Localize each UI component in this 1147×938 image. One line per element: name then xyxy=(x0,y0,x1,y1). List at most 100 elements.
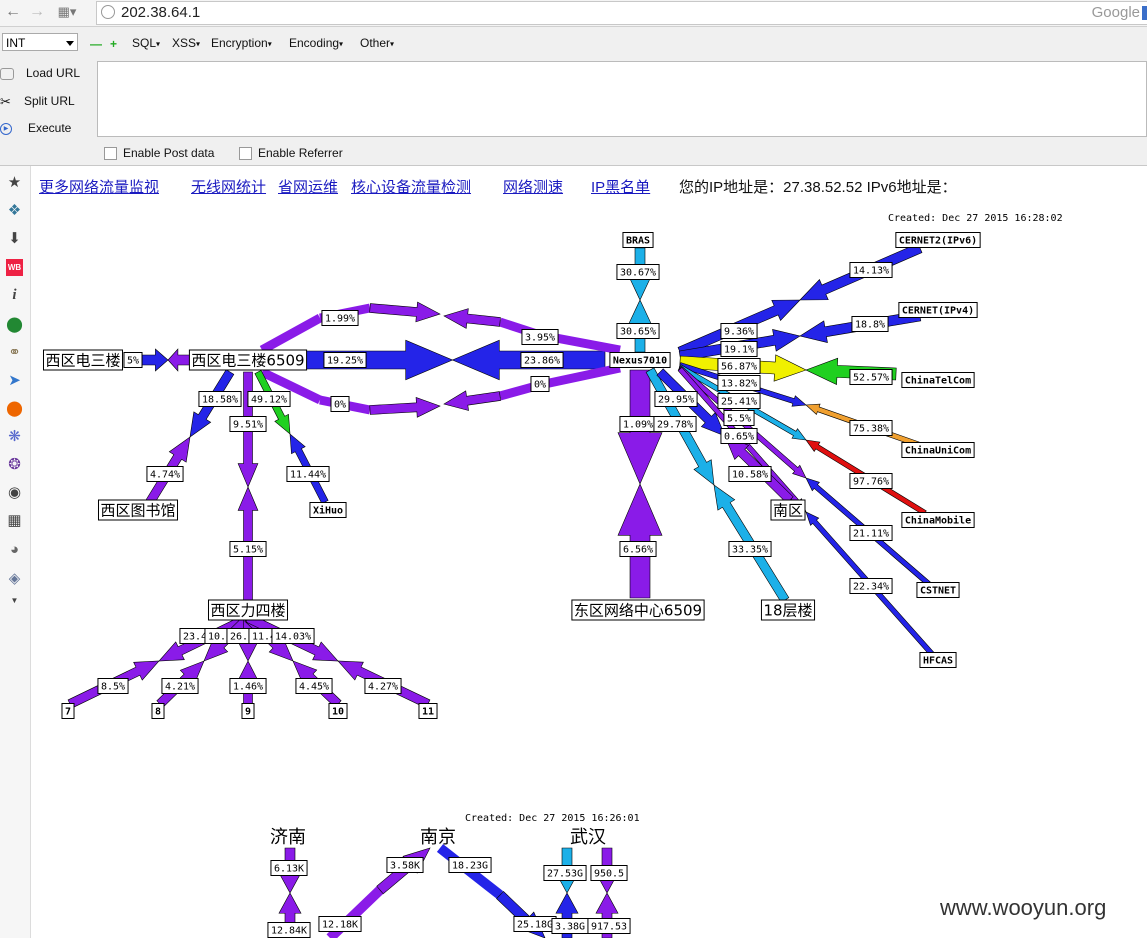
flow-label-text: 6.13K xyxy=(274,864,304,875)
node-17[interactable]: 7 xyxy=(61,703,75,719)
traffic-links xyxy=(67,243,935,938)
label-frame xyxy=(849,473,893,489)
menu-encoding[interactable]: Encoding▾ xyxy=(289,36,344,50)
label-frame xyxy=(520,352,564,368)
tag-icon[interactable]: ◈ xyxy=(8,570,21,587)
node-20-text: 10 xyxy=(332,707,344,718)
palette-icon[interactable]: ◉ xyxy=(7,484,22,501)
flow-label-text: 4.21% xyxy=(165,682,195,693)
node-19[interactable]: 9 xyxy=(241,703,255,719)
load-url-button[interactable]: Load URL xyxy=(0,63,80,83)
shield-icon[interactable]: ⬤ xyxy=(6,316,23,333)
flow-label-text: 3.95% xyxy=(525,333,555,344)
info-icon[interactable]: i xyxy=(12,287,17,303)
link-traffic-monitor[interactable]: 更多网络流量监视 xyxy=(39,179,160,196)
flow-label-text: 4.45% xyxy=(299,682,329,693)
menu-sql[interactable]: SQL▾ xyxy=(132,36,161,50)
node-2-text: Nexus7010 xyxy=(613,356,667,367)
node-11[interactable]: 西区图书馆 xyxy=(97,499,179,521)
link-core-devices[interactable]: 核心设备流量检测 xyxy=(351,179,472,196)
flow-label-text: 6.56% xyxy=(623,545,653,556)
url-text[interactable]: 202.38.64.1 xyxy=(121,4,201,21)
label-frame xyxy=(386,857,424,873)
url-textarea[interactable] xyxy=(97,61,1147,137)
cursor-icon[interactable]: ➤ xyxy=(8,372,21,389)
flow-label-text: 33.35% xyxy=(732,545,768,556)
execute-button[interactable]: ▶ Execute xyxy=(0,118,71,138)
int-select[interactable]: INT xyxy=(2,33,78,51)
plus-icon[interactable]: + xyxy=(110,37,118,51)
label-frame xyxy=(720,323,758,339)
node-9[interactable]: CSTNET xyxy=(916,582,960,598)
checkbox[interactable] xyxy=(239,147,252,161)
load-url-icon xyxy=(0,67,14,80)
node-7[interactable]: ChinaUniCom xyxy=(901,442,975,458)
flow-label: 3.58K xyxy=(386,857,424,873)
node-14[interactable]: 东区网络中心6509 xyxy=(571,599,705,621)
post-data-label: Enable Post data xyxy=(123,146,215,160)
glasses-icon[interactable]: ⚭ xyxy=(8,344,21,361)
chevron-down-icon[interactable]: ▼ xyxy=(10,596,19,605)
address-bar[interactable]: 202.38.64.1 Google xyxy=(96,1,1147,25)
node-15[interactable]: 18层楼 xyxy=(760,599,816,621)
search-engine-icon[interactable] xyxy=(1142,6,1147,20)
label-frame xyxy=(418,703,438,719)
firefox-icon[interactable]: ⬤ xyxy=(6,400,23,417)
gear-icon[interactable]: ❂ xyxy=(8,456,21,473)
node-4[interactable]: CERNET2(IPv6) xyxy=(895,232,981,248)
node-21[interactable]: 11 xyxy=(418,703,438,719)
download-icon[interactable]: ⬇ xyxy=(8,230,21,247)
flow-label-text: 4.27% xyxy=(368,682,398,693)
minus-icon[interactable]: — xyxy=(90,37,102,51)
checkbox[interactable] xyxy=(104,147,117,161)
node-20[interactable]: 10 xyxy=(328,703,348,719)
node-10[interactable]: HFCAS xyxy=(919,652,957,668)
link-west3-in xyxy=(167,348,191,372)
link-provincial-ops[interactable]: 省网运维 xyxy=(278,179,339,196)
label-frame xyxy=(151,703,165,719)
node-16[interactable]: 南区 xyxy=(770,499,806,521)
arc-lower-out xyxy=(369,397,441,418)
search-placeholder[interactable]: Google xyxy=(1091,4,1140,21)
city-node-2[interactable]: 武汉 xyxy=(570,827,606,848)
label-frame xyxy=(123,352,143,368)
referrer-checkbox[interactable]: Enable Referrer xyxy=(239,146,343,161)
split-url-button[interactable]: ✂ Split URL xyxy=(0,91,75,111)
swirl-icon[interactable]: ❋ xyxy=(8,428,21,445)
globe-icon[interactable]: ◕ xyxy=(9,541,20,558)
link-wireless-stats[interactable]: 无线网统计 xyxy=(191,179,267,196)
post-data-checkbox[interactable]: Enable Post data xyxy=(104,146,215,161)
link-ip-blacklist[interactable]: IP黑名单 xyxy=(591,179,651,196)
menu-xss[interactable]: XSS▾ xyxy=(172,36,201,50)
node-6[interactable]: ChinaTelCom xyxy=(901,372,975,388)
star-icon[interactable]: ★ xyxy=(7,174,22,191)
label-frame xyxy=(654,391,698,407)
flow-label: 23.86% xyxy=(520,352,564,368)
puzzle-icon[interactable]: ❖ xyxy=(7,202,22,219)
globe-icon xyxy=(101,5,115,19)
node-8[interactable]: ChinaMobile xyxy=(901,512,975,528)
node-13[interactable]: 西区力四楼 xyxy=(207,599,289,621)
grid-icon[interactable]: ▦▾ xyxy=(57,4,77,19)
node-1[interactable]: 西区电三楼6509 xyxy=(188,349,308,371)
node-18[interactable]: 8 xyxy=(151,703,165,719)
city-node-0[interactable]: 济南 xyxy=(270,827,306,848)
node-12[interactable]: XiHuo xyxy=(309,502,347,518)
flow-label: 9.51% xyxy=(229,416,267,432)
link-speed-test[interactable]: 网络测速 xyxy=(503,179,564,196)
back-arrow-icon[interactable]: ← xyxy=(5,3,21,20)
node-8-text: ChinaMobile xyxy=(905,515,971,527)
flow-label: 5% xyxy=(123,352,143,368)
weibo-icon[interactable]: WB xyxy=(6,259,23,276)
load-url-label: Load URL xyxy=(26,66,81,80)
city-node-1[interactable]: 南京 xyxy=(420,827,456,848)
layout-icon[interactable]: ▦ xyxy=(7,512,22,529)
execute-label: Execute xyxy=(28,121,72,135)
forward-arrow-icon[interactable]: → xyxy=(29,3,45,20)
node-5[interactable]: CERNET(IPv4) xyxy=(898,302,978,318)
menu-encryption[interactable]: Encryption▾ xyxy=(211,36,272,50)
menu-other[interactable]: Other▾ xyxy=(360,36,395,50)
node-0[interactable]: 西区电三楼 xyxy=(42,349,124,371)
node-2[interactable]: Nexus7010 xyxy=(609,352,671,368)
node-3[interactable]: BRAS xyxy=(622,232,654,248)
